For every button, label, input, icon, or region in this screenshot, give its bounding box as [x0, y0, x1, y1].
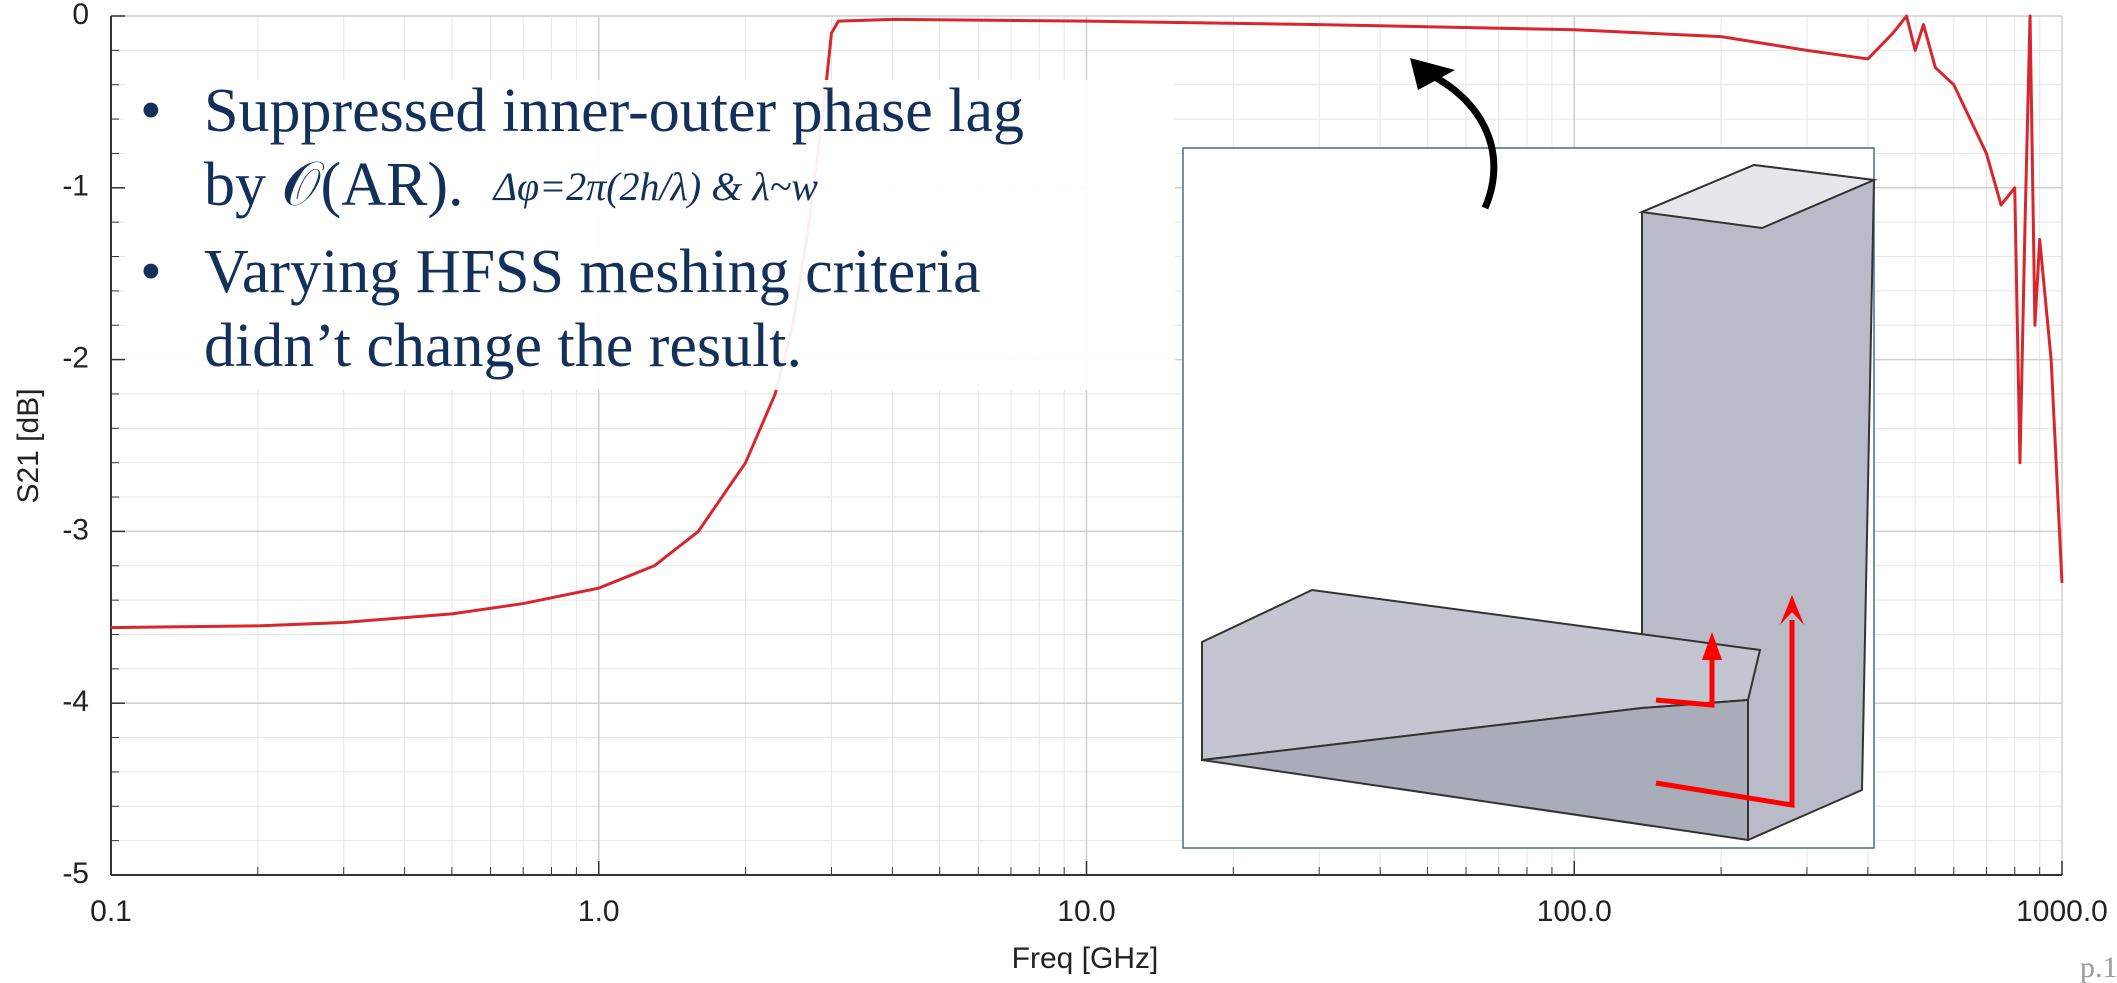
note-line: Varying HFSS meshing criteria — [204, 238, 981, 306]
page: 0 -1 -2 -3 -4 -50.1 1.0 10.0 100.0 1000.0 • Suppr… — [0, 0, 2117, 983]
x-tick-label: 1000.0 — [2016, 895, 2108, 928]
x-axis-label: Freq [GHz] — [1012, 942, 1159, 975]
note-text: by 𝒪(AR). — [204, 151, 463, 219]
x-tick-label: 10.0 — [1057, 895, 1115, 928]
page-number: p.13 — [2080, 951, 2117, 983]
y-axis-label: S21 [dB] — [12, 388, 45, 503]
y-tick-label: -4 — [62, 685, 89, 718]
y-tick-label: -1 — [62, 170, 89, 203]
note-line: Suppressed inner-outer phase lag — [204, 77, 1024, 145]
bullet: • — [140, 77, 162, 145]
formula: Δφ=2π(2h/λ) & λ~w — [491, 164, 818, 209]
y-tick-label: -3 — [62, 513, 89, 546]
y-tick-label: -2 — [62, 342, 89, 375]
x-tick-label: 100.0 — [1537, 895, 1612, 928]
note-line: didn’t change the result. — [204, 312, 802, 380]
bullet: • — [140, 238, 162, 306]
y-tick-label: 0 — [72, 0, 89, 31]
chart: 0 -1 -2 -3 -4 -50.1 1.0 10.0 100.0 1000.0 • Suppr… — [0, 0, 2117, 983]
inset-diagram — [1183, 148, 1874, 848]
y-tick-label: -5 — [62, 857, 89, 890]
x-tick-label: 0.1 — [90, 895, 132, 928]
x-tick-label: 1.0 — [578, 895, 620, 928]
